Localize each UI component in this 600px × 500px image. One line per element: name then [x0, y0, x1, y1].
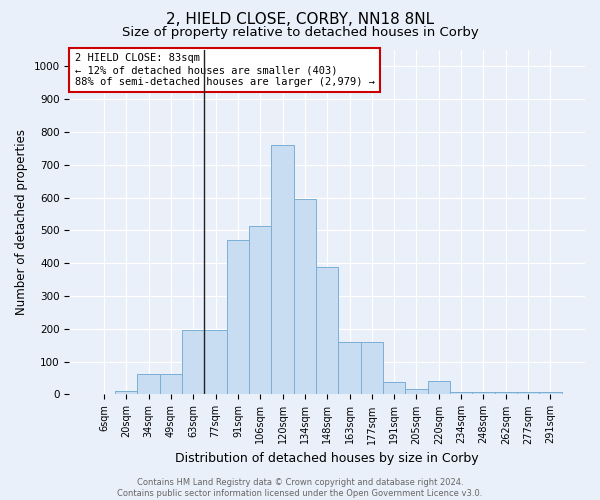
Bar [383, 382, 406, 394]
Bar [316, 266, 338, 394]
Bar [294, 200, 316, 394]
Y-axis label: Number of detached properties: Number of detached properties [15, 129, 28, 315]
Bar [115, 391, 137, 394]
Bar [182, 330, 205, 394]
Bar [450, 392, 472, 394]
Bar [406, 388, 428, 394]
Text: 2, HIELD CLOSE, CORBY, NN18 8NL: 2, HIELD CLOSE, CORBY, NN18 8NL [166, 12, 434, 28]
Bar [227, 240, 249, 394]
Bar [137, 374, 160, 394]
Bar [428, 380, 450, 394]
Bar [494, 392, 517, 394]
Text: Contains HM Land Registry data © Crown copyright and database right 2024.
Contai: Contains HM Land Registry data © Crown c… [118, 478, 482, 498]
Bar [271, 145, 294, 394]
Bar [249, 226, 271, 394]
Bar [205, 330, 227, 394]
Text: 2 HIELD CLOSE: 83sqm
← 12% of detached houses are smaller (403)
88% of semi-deta: 2 HIELD CLOSE: 83sqm ← 12% of detached h… [74, 54, 374, 86]
Bar [472, 392, 494, 394]
Text: Size of property relative to detached houses in Corby: Size of property relative to detached ho… [122, 26, 478, 39]
Bar [539, 392, 562, 394]
Bar [338, 342, 361, 394]
X-axis label: Distribution of detached houses by size in Corby: Distribution of detached houses by size … [175, 452, 479, 465]
Bar [517, 392, 539, 394]
Bar [160, 374, 182, 394]
Bar [361, 342, 383, 394]
